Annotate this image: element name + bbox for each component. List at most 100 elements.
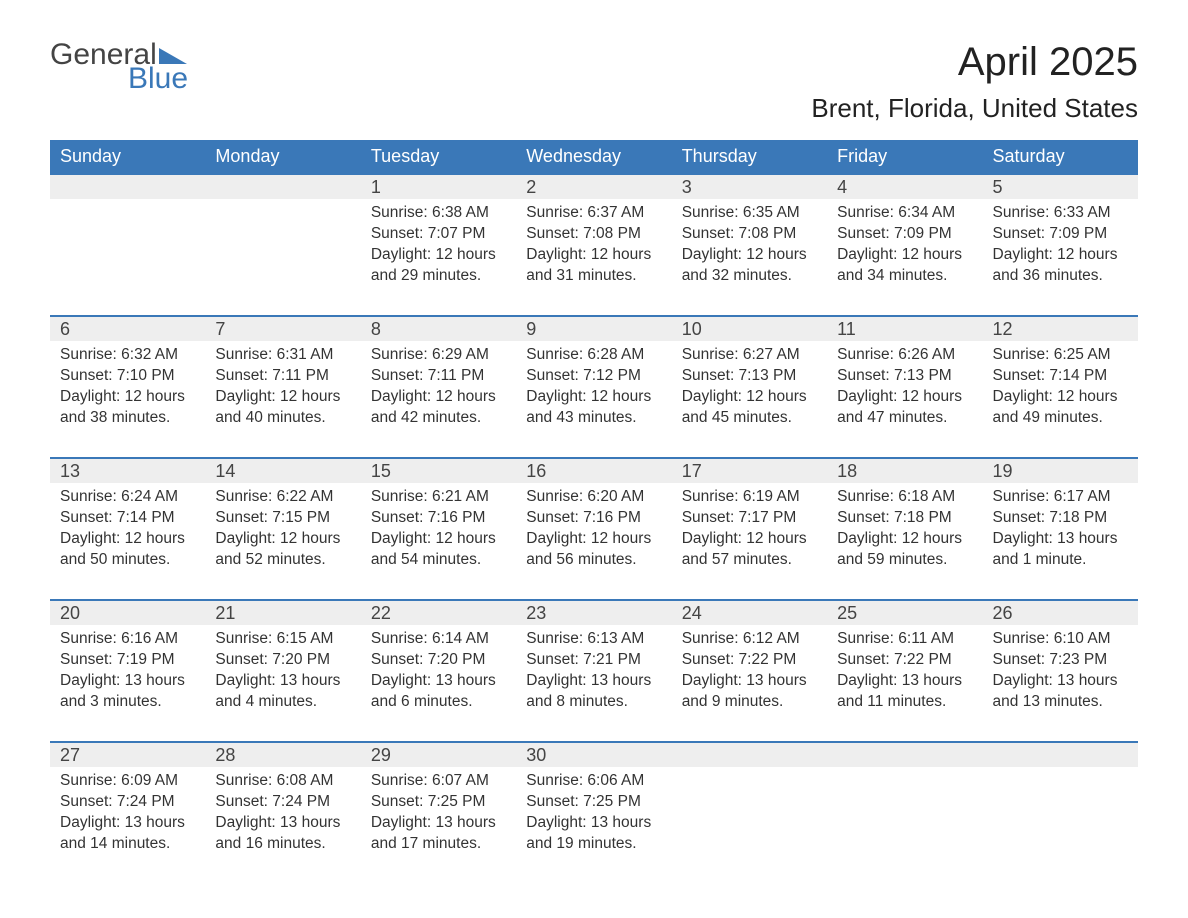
sunrise-text: Sunrise: 6:25 AM	[993, 345, 1128, 366]
sunrise-text: Sunrise: 6:21 AM	[371, 487, 506, 508]
sunrise-text: Sunrise: 6:19 AM	[682, 487, 817, 508]
day-cell	[672, 742, 827, 884]
day-number: 23	[516, 601, 671, 625]
week-row: 20Sunrise: 6:16 AMSunset: 7:19 PMDayligh…	[50, 600, 1138, 742]
day-details	[205, 199, 360, 203]
location-subtitle: Brent, Florida, United States	[811, 93, 1138, 124]
weekday-header: Sunday	[50, 140, 205, 174]
sunset-text: Sunset: 7:11 PM	[215, 366, 350, 387]
day-cell: 22Sunrise: 6:14 AMSunset: 7:20 PMDayligh…	[361, 600, 516, 742]
day-number: 8	[361, 317, 516, 341]
logo: General Blue	[50, 40, 188, 94]
sunrise-text: Sunrise: 6:20 AM	[526, 487, 661, 508]
day-cell	[50, 174, 205, 316]
day-number	[50, 175, 205, 199]
daylight-text: Daylight: 13 hours and 16 minutes.	[215, 813, 350, 855]
daylight-text: Daylight: 12 hours and 59 minutes.	[837, 529, 972, 571]
sunrise-text: Sunrise: 6:11 AM	[837, 629, 972, 650]
sunset-text: Sunset: 7:25 PM	[371, 792, 506, 813]
sunrise-text: Sunrise: 6:29 AM	[371, 345, 506, 366]
sunrise-text: Sunrise: 6:14 AM	[371, 629, 506, 650]
month-title: April 2025	[811, 40, 1138, 85]
daylight-text: Daylight: 13 hours and 4 minutes.	[215, 671, 350, 713]
day-number: 18	[827, 459, 982, 483]
day-number: 28	[205, 743, 360, 767]
sunset-text: Sunset: 7:12 PM	[526, 366, 661, 387]
sunrise-text: Sunrise: 6:35 AM	[682, 203, 817, 224]
day-details: Sunrise: 6:24 AMSunset: 7:14 PMDaylight:…	[50, 483, 205, 571]
sunset-text: Sunset: 7:14 PM	[993, 366, 1128, 387]
day-details: Sunrise: 6:11 AMSunset: 7:22 PMDaylight:…	[827, 625, 982, 713]
day-details: Sunrise: 6:18 AMSunset: 7:18 PMDaylight:…	[827, 483, 982, 571]
day-cell: 18Sunrise: 6:18 AMSunset: 7:18 PMDayligh…	[827, 458, 982, 600]
sunrise-text: Sunrise: 6:07 AM	[371, 771, 506, 792]
sunset-text: Sunset: 7:09 PM	[993, 224, 1128, 245]
weekday-header: Friday	[827, 140, 982, 174]
daylight-text: Daylight: 12 hours and 38 minutes.	[60, 387, 195, 429]
sunrise-text: Sunrise: 6:12 AM	[682, 629, 817, 650]
day-details: Sunrise: 6:12 AMSunset: 7:22 PMDaylight:…	[672, 625, 827, 713]
day-number: 2	[516, 175, 671, 199]
day-details	[672, 767, 827, 771]
day-number: 26	[983, 601, 1138, 625]
day-details: Sunrise: 6:07 AMSunset: 7:25 PMDaylight:…	[361, 767, 516, 855]
day-cell: 21Sunrise: 6:15 AMSunset: 7:20 PMDayligh…	[205, 600, 360, 742]
sunrise-text: Sunrise: 6:31 AM	[215, 345, 350, 366]
sunset-text: Sunset: 7:10 PM	[60, 366, 195, 387]
sunset-text: Sunset: 7:23 PM	[993, 650, 1128, 671]
weekday-header: Thursday	[672, 140, 827, 174]
day-cell: 20Sunrise: 6:16 AMSunset: 7:19 PMDayligh…	[50, 600, 205, 742]
sunset-text: Sunset: 7:08 PM	[526, 224, 661, 245]
sunset-text: Sunset: 7:16 PM	[526, 508, 661, 529]
daylight-text: Daylight: 12 hours and 34 minutes.	[837, 245, 972, 287]
daylight-text: Daylight: 12 hours and 52 minutes.	[215, 529, 350, 571]
day-details: Sunrise: 6:20 AMSunset: 7:16 PMDaylight:…	[516, 483, 671, 571]
day-number	[827, 743, 982, 767]
day-cell: 24Sunrise: 6:12 AMSunset: 7:22 PMDayligh…	[672, 600, 827, 742]
sunrise-text: Sunrise: 6:06 AM	[526, 771, 661, 792]
daylight-text: Daylight: 12 hours and 32 minutes.	[682, 245, 817, 287]
day-number: 14	[205, 459, 360, 483]
day-cell: 27Sunrise: 6:09 AMSunset: 7:24 PMDayligh…	[50, 742, 205, 884]
weekday-header-row: Sunday Monday Tuesday Wednesday Thursday…	[50, 140, 1138, 174]
sunset-text: Sunset: 7:20 PM	[371, 650, 506, 671]
daylight-text: Daylight: 13 hours and 11 minutes.	[837, 671, 972, 713]
day-details: Sunrise: 6:28 AMSunset: 7:12 PMDaylight:…	[516, 341, 671, 429]
sunrise-text: Sunrise: 6:15 AM	[215, 629, 350, 650]
sunrise-text: Sunrise: 6:27 AM	[682, 345, 817, 366]
sunset-text: Sunset: 7:14 PM	[60, 508, 195, 529]
day-cell: 2Sunrise: 6:37 AMSunset: 7:08 PMDaylight…	[516, 174, 671, 316]
day-details	[50, 199, 205, 203]
day-details: Sunrise: 6:35 AMSunset: 7:08 PMDaylight:…	[672, 199, 827, 287]
daylight-text: Daylight: 12 hours and 31 minutes.	[526, 245, 661, 287]
day-cell: 7Sunrise: 6:31 AMSunset: 7:11 PMDaylight…	[205, 316, 360, 458]
day-number: 9	[516, 317, 671, 341]
day-cell: 12Sunrise: 6:25 AMSunset: 7:14 PMDayligh…	[983, 316, 1138, 458]
day-number: 24	[672, 601, 827, 625]
day-cell: 15Sunrise: 6:21 AMSunset: 7:16 PMDayligh…	[361, 458, 516, 600]
daylight-text: Daylight: 12 hours and 45 minutes.	[682, 387, 817, 429]
sunset-text: Sunset: 7:21 PM	[526, 650, 661, 671]
day-number: 1	[361, 175, 516, 199]
day-details: Sunrise: 6:25 AMSunset: 7:14 PMDaylight:…	[983, 341, 1138, 429]
sunset-text: Sunset: 7:24 PM	[60, 792, 195, 813]
daylight-text: Daylight: 12 hours and 43 minutes.	[526, 387, 661, 429]
sunset-text: Sunset: 7:08 PM	[682, 224, 817, 245]
sunset-text: Sunset: 7:17 PM	[682, 508, 817, 529]
sunrise-text: Sunrise: 6:32 AM	[60, 345, 195, 366]
day-number: 21	[205, 601, 360, 625]
day-cell: 11Sunrise: 6:26 AMSunset: 7:13 PMDayligh…	[827, 316, 982, 458]
day-cell: 29Sunrise: 6:07 AMSunset: 7:25 PMDayligh…	[361, 742, 516, 884]
sunrise-text: Sunrise: 6:26 AM	[837, 345, 972, 366]
sunset-text: Sunset: 7:18 PM	[993, 508, 1128, 529]
day-details	[827, 767, 982, 771]
day-cell: 10Sunrise: 6:27 AMSunset: 7:13 PMDayligh…	[672, 316, 827, 458]
day-cell: 9Sunrise: 6:28 AMSunset: 7:12 PMDaylight…	[516, 316, 671, 458]
day-number: 12	[983, 317, 1138, 341]
day-details: Sunrise: 6:06 AMSunset: 7:25 PMDaylight:…	[516, 767, 671, 855]
day-cell: 1Sunrise: 6:38 AMSunset: 7:07 PMDaylight…	[361, 174, 516, 316]
daylight-text: Daylight: 12 hours and 40 minutes.	[215, 387, 350, 429]
day-details: Sunrise: 6:08 AMSunset: 7:24 PMDaylight:…	[205, 767, 360, 855]
day-number: 5	[983, 175, 1138, 199]
daylight-text: Daylight: 13 hours and 14 minutes.	[60, 813, 195, 855]
